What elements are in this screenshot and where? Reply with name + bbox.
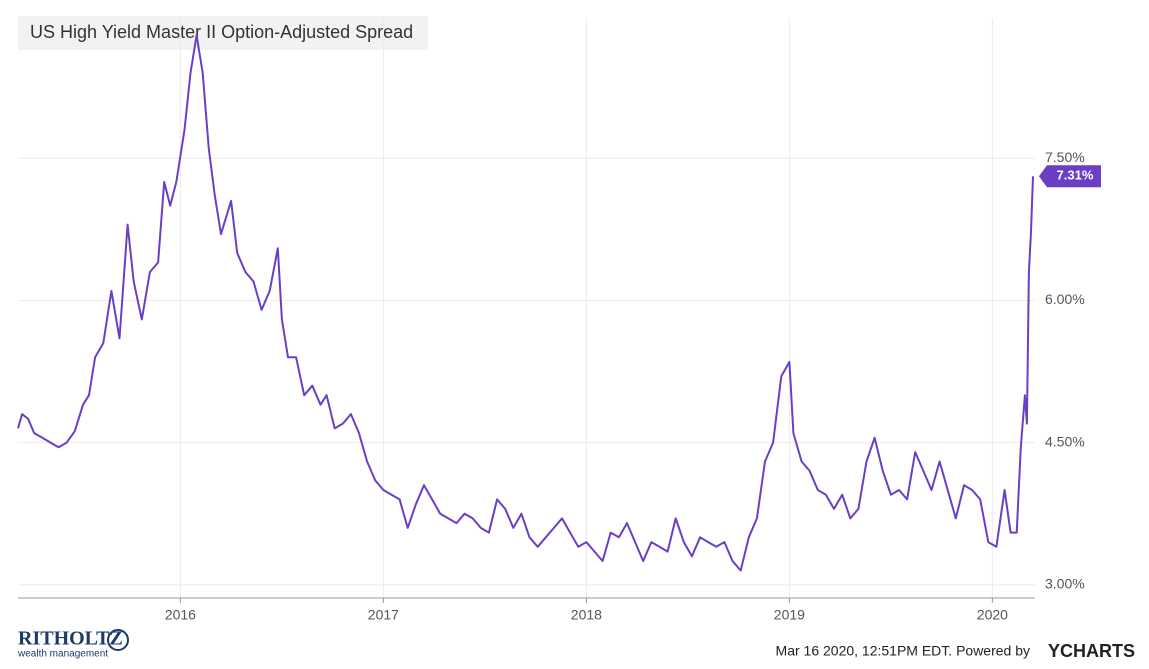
x-tick-label: 2018	[571, 607, 602, 623]
x-tick-label: 2020	[977, 607, 1008, 623]
chart-title: US High Yield Master II Option-Adjusted …	[30, 22, 413, 42]
y-tick-label: 7.50%	[1045, 149, 1085, 165]
x-tick-label: 2017	[368, 607, 399, 623]
title-box	[18, 16, 428, 50]
y-tick-label: 4.50%	[1045, 433, 1085, 449]
logo-sub: wealth management	[17, 649, 108, 660]
logo-icon	[107, 629, 129, 651]
last-value-tag	[1038, 165, 1101, 188]
x-tick-label: 2016	[165, 607, 196, 623]
logo-name: RITHOLTZ	[18, 628, 123, 650]
y-tick-label: 3.00%	[1045, 575, 1085, 591]
brand: YCHARTS	[1048, 641, 1135, 661]
last-value-label: 7.31%	[1057, 168, 1094, 183]
timestamp: Mar 16 2020, 12:51PM EDT. Powered by	[776, 643, 1030, 659]
y-tick-label: 6.00%	[1045, 291, 1085, 307]
x-tick-label: 2019	[774, 607, 805, 623]
series-line	[17, 34, 1034, 572]
